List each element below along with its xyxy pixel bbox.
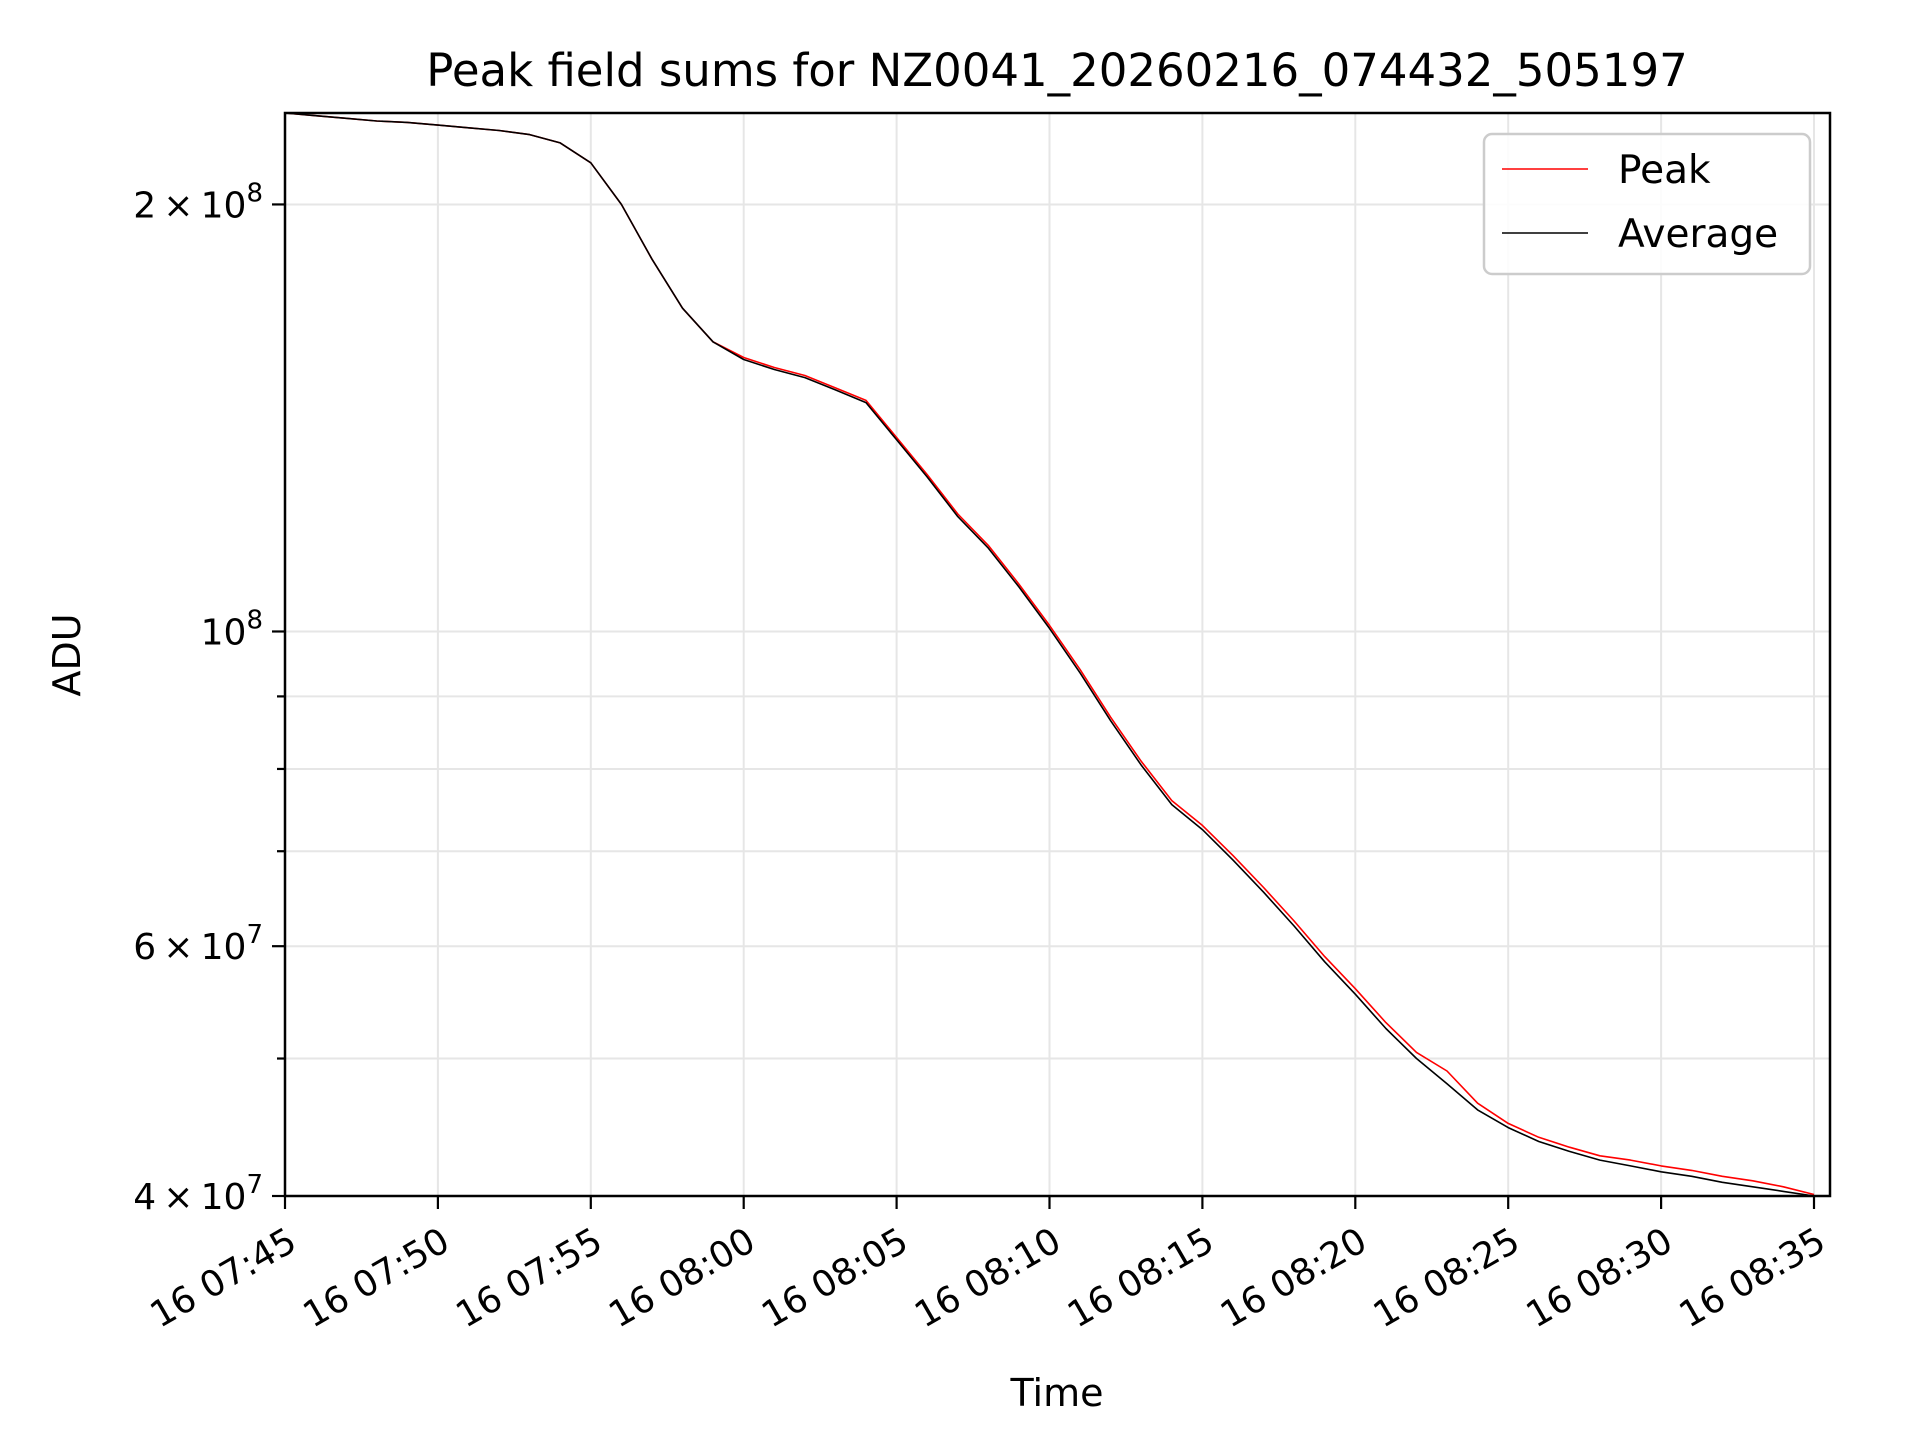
y-tick-label: 108 [201, 605, 263, 653]
x-tick-label: 16 08:10 [908, 1220, 1068, 1336]
x-tick-label: 16 08:00 [602, 1220, 762, 1336]
x-tick-label: 16 07:50 [296, 1220, 456, 1336]
series-layer [284, 112, 1815, 1197]
y-tick-label: 2 × 108 [133, 178, 263, 226]
x-tick-label: 16 08:25 [1367, 1220, 1527, 1336]
y-tick-label: 6 × 107 [133, 920, 263, 968]
legend-label-average: Average [1618, 212, 1778, 257]
x-tick-label: 16 08:20 [1214, 1220, 1374, 1336]
chart-title: Peak field sums for NZ0041_20260216_0744… [426, 44, 1687, 97]
x-tick-label: 16 07:55 [449, 1220, 609, 1336]
x-tick-label: 16 08:30 [1520, 1220, 1680, 1336]
grid-layer [284, 113, 1830, 1197]
x-axis-label: Time [1010, 1371, 1104, 1415]
legend-label-peak: Peak [1618, 148, 1711, 193]
series-line-average [284, 112, 1815, 1197]
x-tick-label: 16 08:05 [755, 1220, 915, 1336]
x-tick-label: 16 08:35 [1673, 1220, 1833, 1336]
plot-frame [283, 111, 1832, 1198]
y-tick-label: 4 × 107 [133, 1170, 263, 1218]
x-tick-label: 16 08:15 [1061, 1220, 1221, 1336]
legend: Peak Average [1482, 132, 1812, 276]
y-axis-label: ADU [45, 613, 89, 696]
x-tick-label: 16 07:45 [144, 1220, 304, 1336]
